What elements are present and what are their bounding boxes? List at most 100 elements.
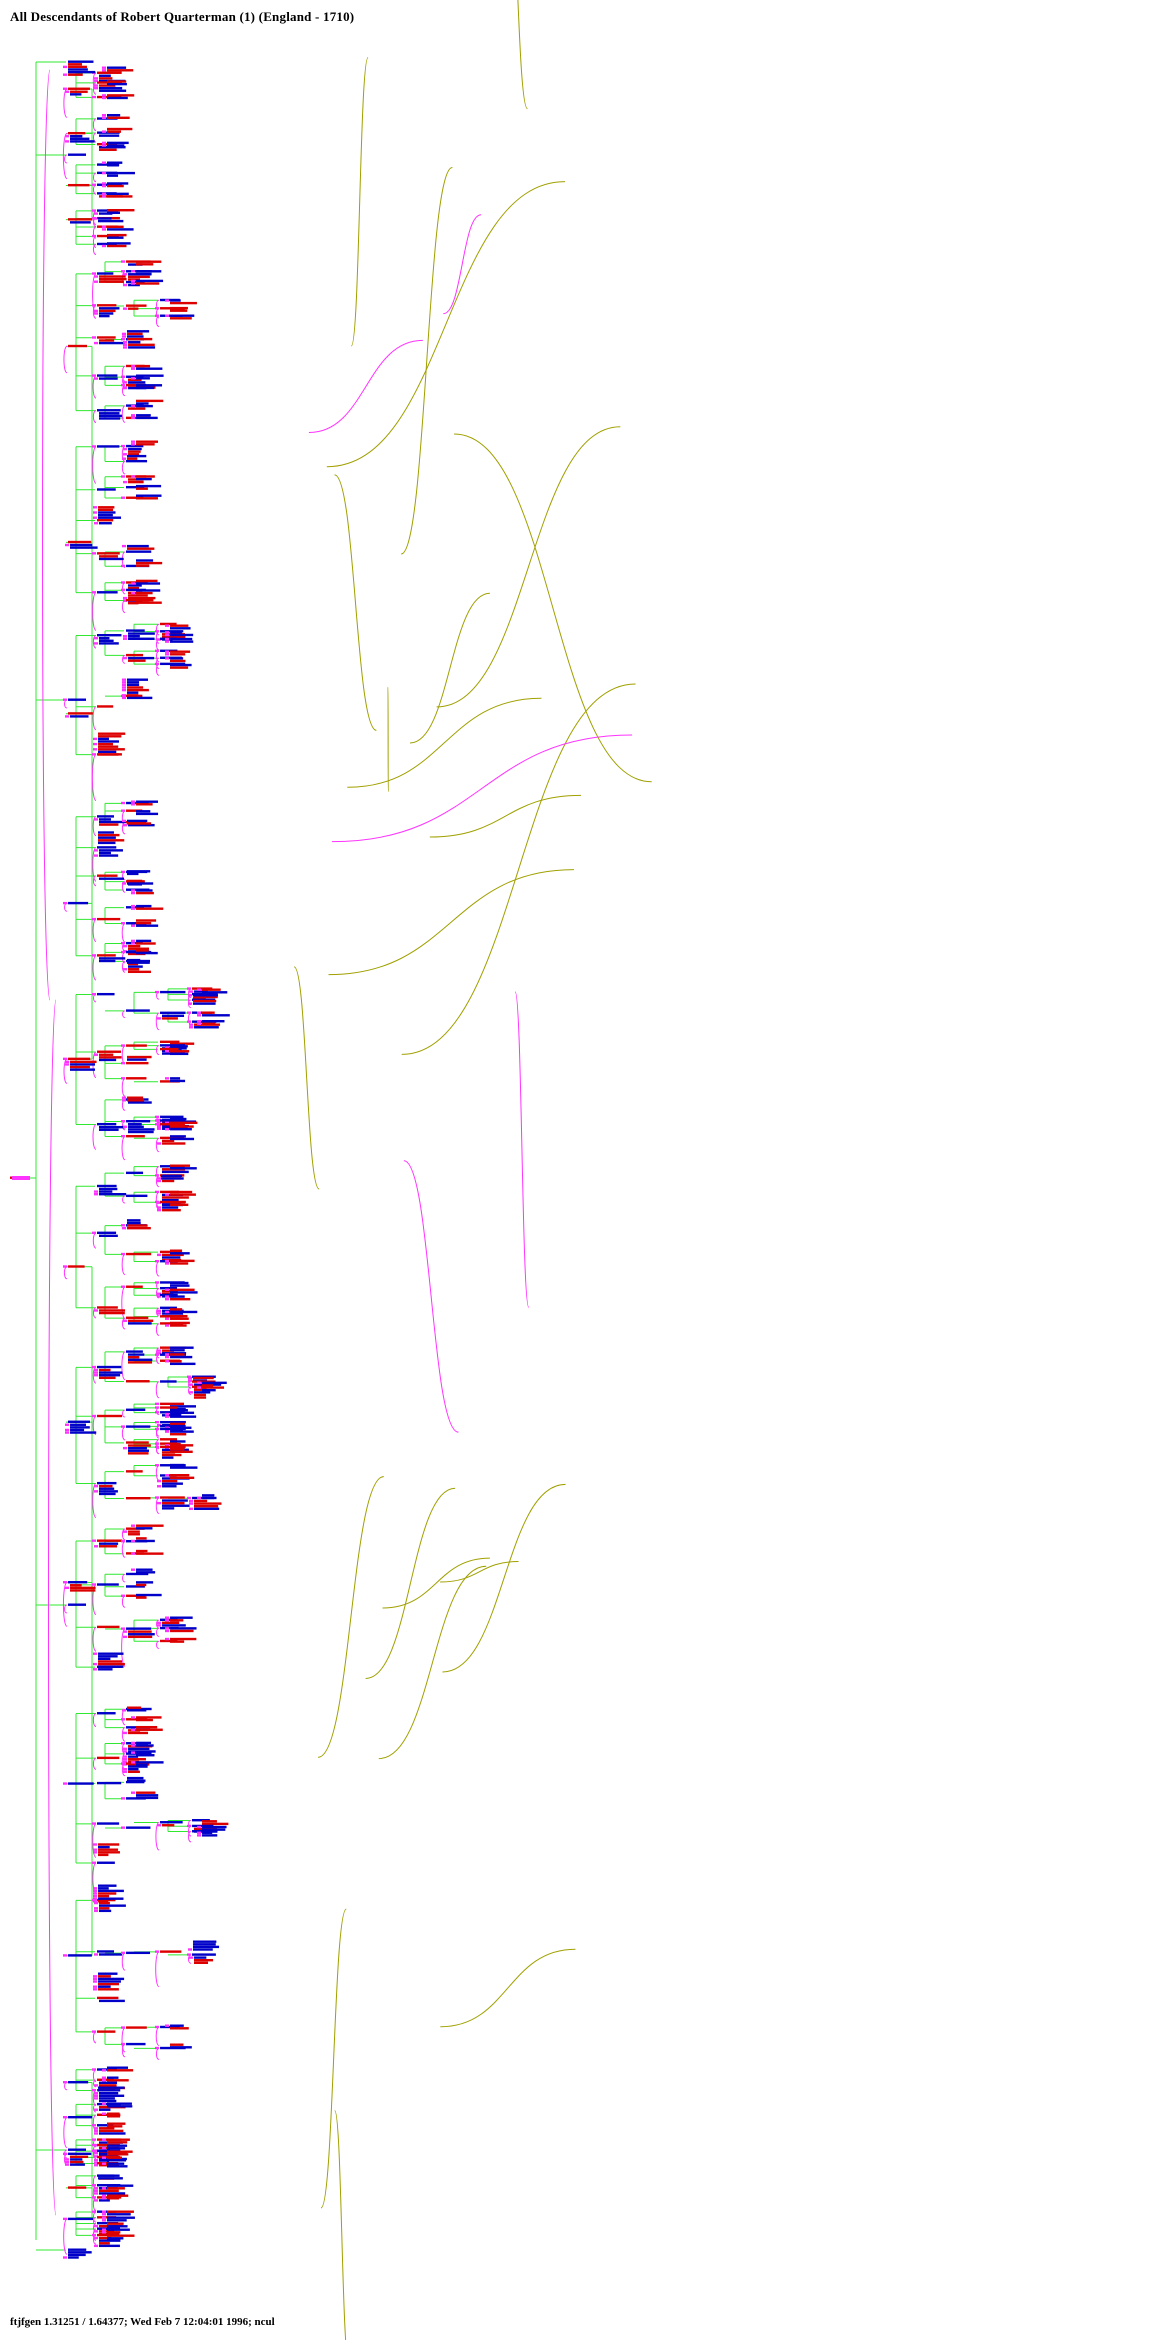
person-label xyxy=(126,1425,151,1428)
person-label xyxy=(136,1744,154,1747)
person-label xyxy=(202,1388,216,1392)
person-label xyxy=(136,559,154,562)
person-label xyxy=(136,1754,155,1757)
cross-link xyxy=(350,57,369,347)
spouse-marker xyxy=(93,1985,97,1988)
person-label xyxy=(99,2129,124,2133)
spouse-curve xyxy=(92,706,97,731)
person-label xyxy=(68,1420,90,1423)
person-label xyxy=(107,2234,135,2237)
person-label xyxy=(99,1953,123,1956)
spouse-marker xyxy=(102,2216,106,2219)
person-label xyxy=(128,947,150,950)
person-label xyxy=(202,1494,215,1497)
person-label xyxy=(68,60,94,63)
spouse-marker xyxy=(102,130,106,133)
person-label xyxy=(127,337,153,341)
spouse-marker xyxy=(165,1353,169,1356)
spouse-marker xyxy=(94,212,98,215)
spouse-marker xyxy=(157,1501,161,1505)
person-label xyxy=(107,192,129,196)
person-label xyxy=(126,1120,151,1123)
person-label xyxy=(202,1831,213,1834)
spouse-marker xyxy=(94,2155,98,2158)
spouse-curve xyxy=(92,1757,97,1770)
person-label xyxy=(98,1652,124,1655)
person-label xyxy=(107,211,120,214)
person-label xyxy=(170,2043,184,2046)
spouse-marker xyxy=(94,2161,98,2164)
spouse-curve xyxy=(155,1497,160,1514)
person-label xyxy=(170,1422,186,1426)
spouse-marker xyxy=(165,1619,169,1622)
spouse-marker xyxy=(94,2127,98,2130)
spouse-marker xyxy=(93,1887,97,1890)
person-label xyxy=(98,831,114,834)
spouse-curve xyxy=(122,654,126,664)
person-label xyxy=(160,1306,177,1310)
person-label xyxy=(170,1317,189,1320)
person-label xyxy=(107,2213,131,2216)
spouse-marker xyxy=(188,1948,192,1951)
person-label xyxy=(99,2132,126,2135)
spouse-marker xyxy=(65,1060,69,1064)
spouse-curve xyxy=(156,1627,160,1637)
spouse-marker xyxy=(131,1744,135,1747)
person-label xyxy=(170,1135,186,1138)
spouse-marker xyxy=(165,1193,169,1196)
spouse-marker xyxy=(102,2138,106,2141)
spouse-marker xyxy=(94,2230,98,2233)
spouse-curve xyxy=(64,154,68,164)
person-label xyxy=(99,2152,110,2155)
person-label xyxy=(136,1527,153,1530)
person-label xyxy=(99,1999,125,2003)
person-label xyxy=(202,1822,229,1826)
person-label xyxy=(97,1539,123,1542)
person-label xyxy=(128,1731,149,1735)
person-label xyxy=(99,414,123,418)
person-label xyxy=(128,1530,140,1533)
spouse-marker xyxy=(122,694,126,697)
person-label xyxy=(126,1496,151,1500)
spouse-curve xyxy=(121,923,126,943)
person-label xyxy=(136,1725,158,1729)
cross-link xyxy=(378,1565,487,1760)
spouse-marker xyxy=(94,1484,98,1488)
spouse-marker xyxy=(165,653,169,656)
person-label xyxy=(127,1096,144,1099)
spouse-marker xyxy=(94,309,98,313)
person-label xyxy=(128,1444,151,1447)
person-label xyxy=(128,378,142,381)
person-label xyxy=(162,1352,187,1355)
person-label xyxy=(98,833,120,837)
person-label xyxy=(194,1956,207,1959)
person-label xyxy=(193,1943,216,1946)
spouse-curve xyxy=(92,82,97,95)
person-label xyxy=(136,951,158,955)
spouse-marker xyxy=(123,480,127,484)
person-label xyxy=(97,1184,117,1188)
spouse-marker xyxy=(157,1309,161,1313)
person-label xyxy=(97,374,118,377)
spouse-marker xyxy=(121,1718,125,1721)
person-label xyxy=(162,1349,175,1352)
person-label xyxy=(99,1190,113,1193)
person-label xyxy=(97,183,122,186)
cross-link xyxy=(514,991,530,1308)
person-label xyxy=(162,1139,175,1143)
spouse-marker xyxy=(94,341,98,345)
person-label xyxy=(126,1380,150,1383)
person-label xyxy=(136,1568,153,1571)
person-label xyxy=(128,1355,140,1359)
spouse-marker xyxy=(63,2152,67,2156)
person-label xyxy=(127,454,147,458)
person-label xyxy=(126,1572,149,1576)
spouse-marker xyxy=(123,1530,127,1533)
person-label xyxy=(70,134,83,138)
person-label xyxy=(98,1972,118,1975)
person-label xyxy=(127,686,144,689)
spouse-curves xyxy=(42,69,192,2255)
person-label xyxy=(68,1782,94,1785)
spouse-marker xyxy=(157,1017,161,1020)
spouse-marker xyxy=(197,1011,201,1014)
